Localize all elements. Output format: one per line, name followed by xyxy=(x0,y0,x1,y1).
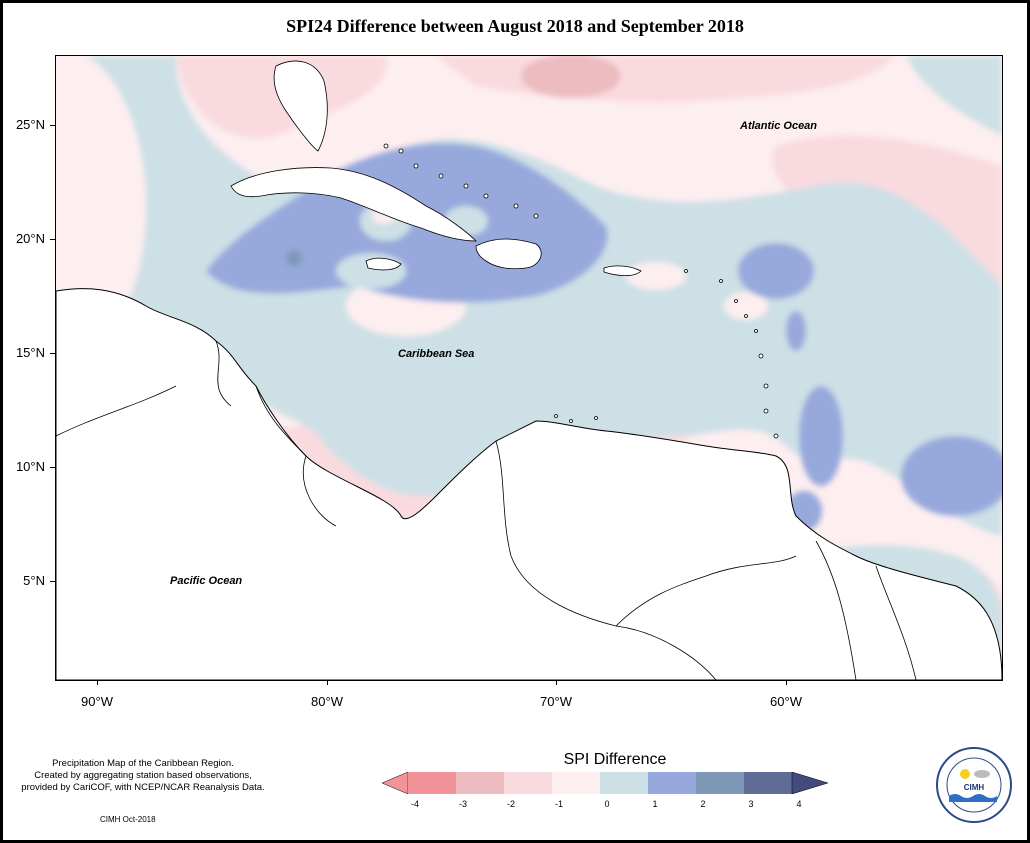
lon-label-60w: 60°W xyxy=(770,694,802,709)
lon-label-80w: 80°W xyxy=(311,694,343,709)
label-caribbean-sea: Caribbean Sea xyxy=(398,348,475,360)
lat-label-25n: 25°N xyxy=(15,117,45,132)
legend-swatch-1 xyxy=(408,772,456,794)
legend-swatch-7 xyxy=(696,772,744,794)
map-title: SPI24 Difference between August 2018 and… xyxy=(286,16,744,36)
lon-tick-80w xyxy=(327,680,328,685)
legend-swatch-4 xyxy=(552,772,600,794)
legend-swatch-8 xyxy=(744,772,792,794)
legend-tick-m2: -2 xyxy=(506,799,515,809)
lat-tick-5n xyxy=(50,581,55,582)
label-pacific-ocean: Pacific Ocean xyxy=(170,575,243,587)
spi-map-svg xyxy=(56,56,1002,680)
legend-swatch-2 xyxy=(456,772,504,794)
legend-tick-1: 1 xyxy=(652,799,658,809)
island-outlines xyxy=(230,60,779,439)
country-borders xyxy=(56,340,917,680)
lon-tick-70w xyxy=(556,680,557,685)
lat-label-5n: 5°N xyxy=(23,573,45,588)
credit-line-3: provided by CariCOF, with NCEP/NCAR Rean… xyxy=(21,782,265,793)
lat-tick-10n xyxy=(50,467,55,468)
credit-line-1: Precipitation Map of the Caribbean Regio… xyxy=(52,758,234,769)
credits-text: Precipitation Map of the Caribbean Regio… xyxy=(8,758,278,794)
legend-title: SPI Difference xyxy=(563,751,667,768)
sun-icon xyxy=(960,769,970,779)
legend-tick-m3: -3 xyxy=(458,799,467,809)
legend-colorbar xyxy=(382,772,828,794)
legend-tick-m1: -1 xyxy=(554,799,563,809)
credit-stamp: CIMH Oct-2018 xyxy=(100,815,156,824)
lat-tick-20n xyxy=(50,239,55,240)
lon-tick-90w xyxy=(97,680,98,685)
lat-label-20n: 20°N xyxy=(15,231,45,246)
legend-arrow-left xyxy=(382,772,409,794)
legend-tick-2: 2 xyxy=(700,799,706,809)
landmass-outlines xyxy=(56,288,1002,680)
waves-icon xyxy=(949,794,997,802)
legend-tick-m4: -4 xyxy=(410,799,419,809)
legend-tick-0: 0 xyxy=(604,799,610,809)
legend-tick-3: 3 xyxy=(748,799,754,809)
lon-tick-60w xyxy=(786,680,787,685)
lat-tick-15n xyxy=(50,353,55,354)
lat-label-10n: 10°N xyxy=(15,459,45,474)
lon-label-90w: 90°W xyxy=(81,694,113,709)
credit-line-2: Created by aggregating station based obs… xyxy=(34,770,252,781)
label-atlantic-ocean: Atlantic Ocean xyxy=(740,120,818,132)
legend-tick-4: 4 xyxy=(796,799,802,809)
map-panel xyxy=(55,55,1003,681)
lon-label-70w: 70°W xyxy=(540,694,572,709)
legend-arrow-right xyxy=(791,772,828,794)
legend-swatch-6 xyxy=(648,772,696,794)
logo-text: CIMH xyxy=(964,783,985,792)
legend-swatch-3 xyxy=(504,772,552,794)
cloud-icon xyxy=(974,770,990,778)
lat-tick-25n xyxy=(50,125,55,126)
legend-swatch-5 xyxy=(600,772,648,794)
lat-label-15n: 15°N xyxy=(15,345,45,360)
cimh-logo: CIMH xyxy=(936,747,1012,823)
